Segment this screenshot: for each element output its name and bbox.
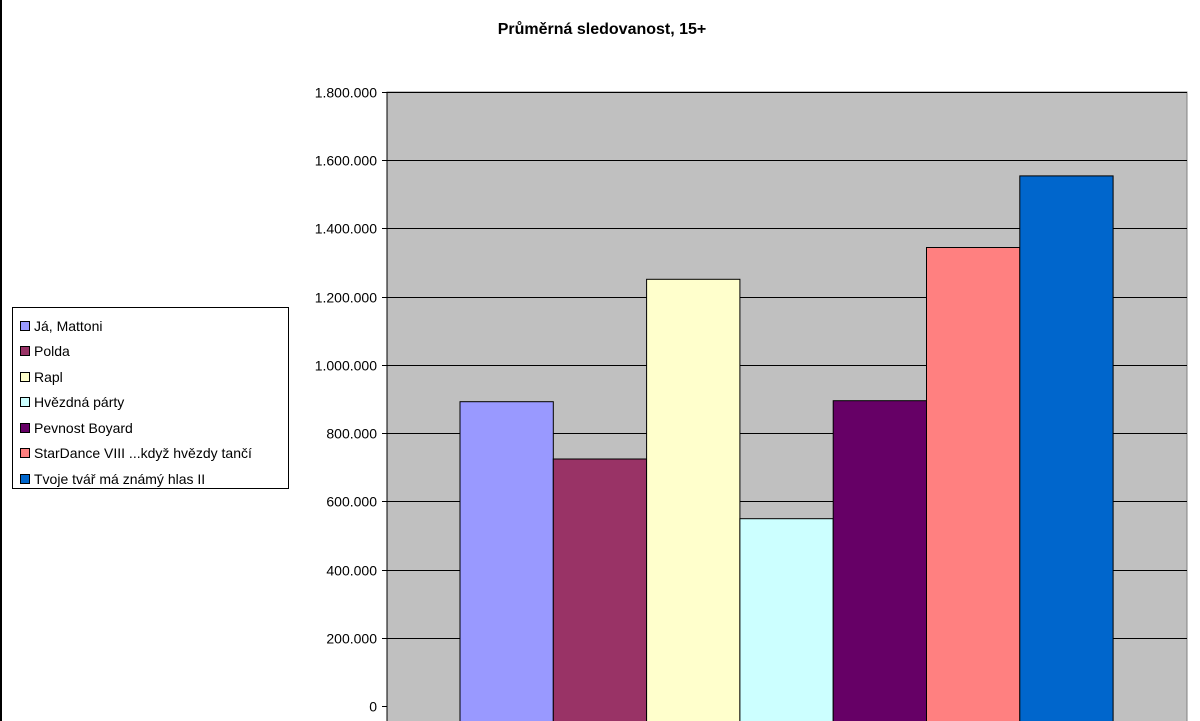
- y-tick-label: 1.600.000: [315, 153, 377, 169]
- legend-swatch: [20, 473, 30, 484]
- y-tick-label: 400.000: [326, 563, 377, 579]
- legend: Já, Mattoni Polda Rapl Hvězdná párty Pevnost…: [12, 307, 289, 489]
- y-tick-label: 0: [369, 699, 377, 715]
- y-tick-label: 1.200.000: [315, 290, 377, 306]
- y-tick-label: 600.000: [326, 494, 377, 510]
- legend-label: StarDance VIII ...když hvězdy tančí: [34, 445, 252, 462]
- legend-label: Pevnost Boyard: [34, 419, 133, 436]
- y-tick-label: 1.400.000: [315, 221, 377, 237]
- bar: [739, 518, 834, 721]
- legend-item: Hvězdná párty: [20, 390, 288, 416]
- legend-swatch: [20, 371, 30, 382]
- bars: [459, 175, 1114, 721]
- legend-label: Hvězdná párty: [34, 394, 125, 411]
- legend-item: Tvoje tvář má známý hlas II: [20, 466, 288, 492]
- legend-item: Rapl: [20, 364, 288, 390]
- bar: [459, 401, 554, 721]
- bar: [832, 400, 928, 721]
- legend-item: Pevnost Boyard: [20, 415, 288, 441]
- legend-swatch: [20, 397, 30, 408]
- y-tick-label: 1.000.000: [315, 358, 377, 374]
- legend-swatch: [20, 320, 30, 331]
- legend-item: Polda: [20, 339, 288, 365]
- legend-item: StarDance VIII ...když hvězdy tančí: [20, 441, 288, 467]
- legend-swatch: [20, 422, 30, 433]
- legend-label: Tvoje tvář má známý hlas II: [34, 470, 206, 487]
- legend-label: Já, Mattoni: [34, 317, 103, 334]
- y-tick-label: 200.000: [326, 631, 377, 647]
- y-tick-label: 800.000: [326, 426, 377, 442]
- legend-label: Rapl: [34, 368, 63, 385]
- bar: [646, 278, 741, 721]
- legend-item: Já, Mattoni: [20, 313, 288, 339]
- legend-swatch: [20, 448, 30, 459]
- legend-swatch: [20, 346, 30, 357]
- chart-title: Průměrná sledovanost, 15+: [497, 21, 707, 38]
- bar: [552, 458, 648, 721]
- legend-label: Polda: [34, 343, 70, 360]
- bar: [926, 247, 1021, 721]
- bar: [1019, 175, 1114, 721]
- y-tick-label: 1.800.000: [315, 85, 377, 101]
- y-tick-marks: [382, 92, 387, 707]
- y-tick-labels: 0 200.000 400.000 600.000 800.000 1.000.000 1.…: [315, 85, 378, 715]
